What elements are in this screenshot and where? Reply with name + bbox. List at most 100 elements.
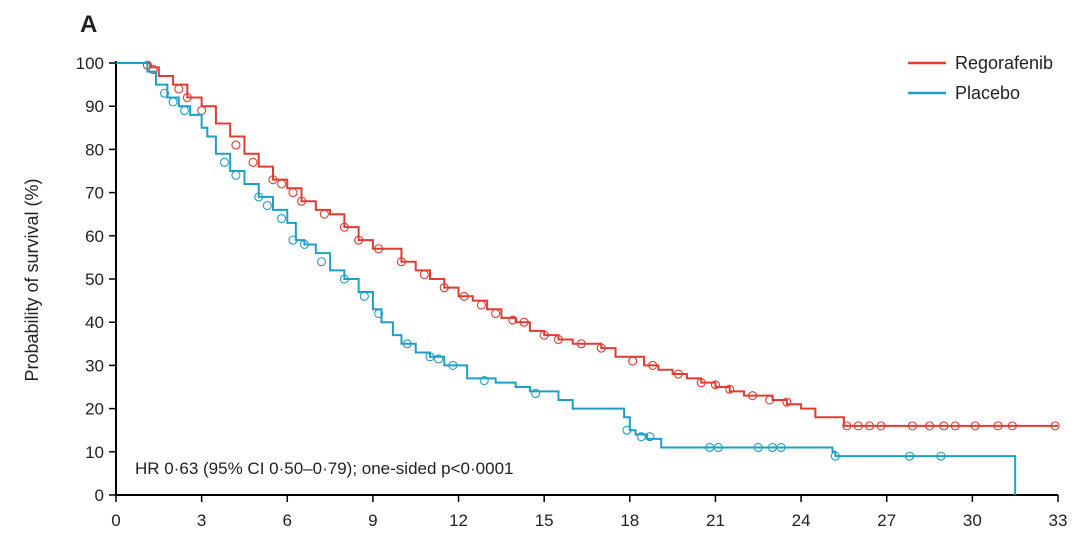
censor-mark-regorafenib: [924, 421, 935, 431]
legend-label-regorafenib: Regorafenib: [955, 53, 1053, 73]
censor-mark-placebo: [231, 170, 241, 180]
y-tick-label: 50: [85, 270, 104, 289]
censor-mark-regorafenib: [508, 315, 518, 325]
y-tick-label: 60: [85, 227, 104, 246]
censor-mark-regorafenib: [354, 235, 364, 245]
panel-label: A: [80, 11, 97, 38]
x-tick-label: 15: [535, 511, 554, 530]
censor-mark-regorafenib: [765, 395, 775, 405]
censor-mark-placebo: [219, 157, 230, 167]
y-tick-label: 90: [85, 97, 104, 116]
censor-mark-placebo: [374, 309, 384, 319]
censor-mark-regorafenib: [1050, 421, 1060, 431]
censor-mark-regorafenib: [673, 369, 683, 379]
x-tick-label: 30: [963, 511, 982, 530]
censor-mark-regorafenib: [277, 179, 287, 189]
censor-mark-placebo: [288, 235, 298, 245]
censor-mark-regorafenib: [748, 391, 758, 401]
x-tick-label: 9: [368, 511, 377, 530]
censor-mark-regorafenib: [950, 421, 960, 431]
censor-mark-regorafenib: [993, 421, 1003, 431]
censor-mark-placebo: [705, 442, 715, 453]
x-tick-label: 0: [111, 511, 120, 530]
censor-mark-placebo: [299, 239, 309, 249]
y-tick-label: 20: [85, 400, 104, 419]
censor-mark-regorafenib: [197, 105, 207, 116]
censor-mark-regorafenib: [476, 300, 486, 310]
censor-mark-placebo: [830, 451, 840, 461]
censor-mark-placebo: [277, 213, 287, 224]
censor-mark-regorafenib: [553, 334, 564, 345]
censor-mark-regorafenib: [842, 421, 852, 431]
censor-mark-regorafenib: [970, 421, 980, 431]
censor-mark-regorafenib: [539, 330, 549, 340]
censor-mark-regorafenib: [710, 380, 721, 390]
x-tick-label: 27: [877, 511, 896, 530]
censor-mark-regorafenib: [296, 196, 307, 206]
x-tick-label: 21: [706, 511, 725, 530]
censor-mark-placebo: [339, 274, 349, 284]
censor-mark-placebo: [434, 354, 444, 364]
x-tick-label: 33: [1049, 511, 1068, 530]
censor-mark-placebo: [776, 442, 786, 453]
legend: Regorafenib Placebo: [908, 53, 1053, 103]
censor-mark-regorafenib: [725, 384, 735, 394]
censor-mark-placebo: [448, 360, 458, 370]
censor-mark-regorafenib: [865, 421, 875, 431]
censor-mark-regorafenib: [231, 140, 241, 150]
y-tick-label: 70: [85, 184, 104, 203]
censor-mark-regorafenib: [596, 343, 606, 353]
censor-mark-regorafenib: [519, 317, 529, 327]
censor-mark-placebo: [645, 432, 655, 442]
hazard-ratio-annotation: HR 0·63 (95% CI 0·50–0·79); one-sided p<…: [135, 459, 513, 478]
censor-mark-regorafenib: [174, 84, 184, 94]
x-tick-label: 18: [620, 511, 639, 530]
censor-mark-regorafenib: [696, 378, 706, 388]
y-tick-label: 40: [85, 313, 104, 332]
censor-mark-regorafenib: [853, 421, 863, 431]
series-layer: [116, 60, 1060, 495]
x-tick-label: 12: [449, 511, 468, 530]
censor-mark-placebo: [905, 451, 915, 461]
censor-mark-placebo: [479, 375, 489, 386]
censor-mark-regorafenib: [439, 283, 449, 293]
censor-mark-placebo: [767, 442, 778, 453]
x-tick-label: 6: [283, 511, 292, 530]
censor-mark-regorafenib: [396, 257, 407, 267]
y-tick-label: 100: [76, 54, 104, 73]
censor-mark-regorafenib: [628, 356, 638, 366]
y-tick-label: 30: [85, 356, 104, 375]
censor-mark-placebo: [425, 352, 435, 362]
censor-mark-regorafenib: [148, 64, 158, 75]
censor-mark-regorafenib: [491, 309, 501, 319]
y-tick-label: 0: [95, 486, 104, 505]
x-tick-label: 24: [792, 511, 811, 530]
x-tick-label: 3: [197, 511, 206, 530]
censor-mark-placebo: [753, 442, 763, 453]
series-line-regorafenib: [116, 62, 1058, 427]
censor-mark-regorafenib: [319, 209, 329, 219]
censor-mark-regorafenib: [459, 291, 469, 301]
y-axis-title: Probability of survival (%): [22, 178, 42, 381]
censor-mark-regorafenib: [782, 397, 792, 407]
censor-mark-regorafenib: [1007, 421, 1017, 431]
censor-mark-regorafenib: [876, 421, 886, 431]
censor-mark-placebo: [402, 339, 412, 349]
censor-mark-regorafenib: [576, 339, 586, 349]
axes: 0 10 20 30 40 50 60 70 80 90 100 0 3 6 9 12 15 18 21 24 27 30…: [76, 54, 1068, 530]
censor-mark-regorafenib: [907, 421, 917, 431]
censor-mark-regorafenib: [248, 157, 258, 167]
censor-mark-regorafenib: [374, 244, 384, 254]
y-tick-label: 10: [85, 443, 104, 462]
y-tick-label: 80: [85, 140, 104, 159]
censor-mark-placebo: [179, 105, 190, 116]
censor-mark-regorafenib: [182, 93, 192, 103]
censor-mark-placebo: [316, 257, 327, 267]
censor-mark-regorafenib: [268, 175, 278, 185]
censor-mark-placebo: [713, 442, 723, 453]
censor-mark-placebo: [359, 291, 369, 301]
censor-mark-placebo: [254, 192, 264, 202]
censor-mark-placebo: [622, 425, 632, 435]
series-line-placebo: [116, 62, 1017, 495]
